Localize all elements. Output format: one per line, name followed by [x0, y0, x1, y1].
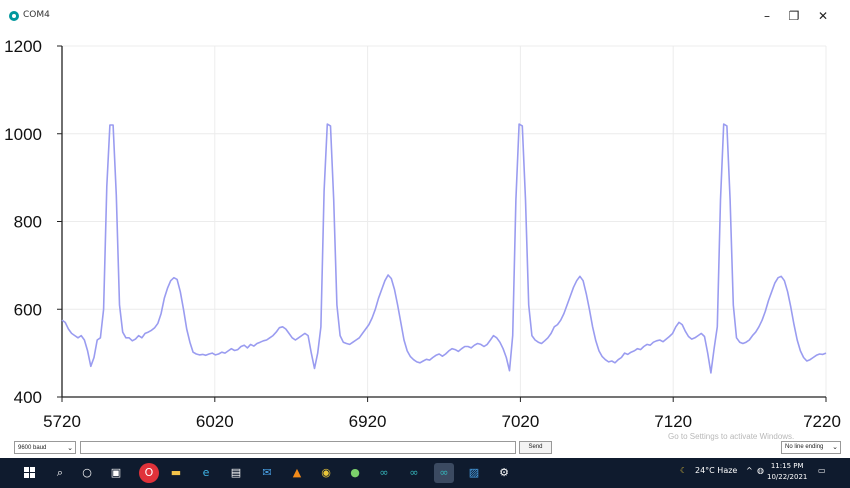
x-tick-label: 7120: [654, 412, 692, 431]
y-tick-label: 1200: [4, 37, 42, 56]
search-icon[interactable]: ⌕: [56, 466, 64, 479]
baud-rate-value: 9600 baud: [18, 445, 47, 451]
clock-time: 11:15 PM: [770, 462, 804, 470]
start-icon[interactable]: [24, 467, 36, 479]
line-ending-value: No line ending: [785, 444, 824, 450]
line-ending-select[interactable]: No line ending ⌄: [781, 441, 841, 454]
photos-icon[interactable]: ▨: [468, 466, 480, 479]
notifications-icon[interactable]: ▭: [818, 466, 826, 475]
x-tick-label: 7220: [803, 412, 841, 431]
windows-taskbar: ⌕ ○ ▣ O ▬ e ▤ ✉ ▲ ◉ ● ∞ ∞ ∞ ▨ ⚙ ☾ 24°C H…: [0, 458, 850, 488]
chart-grid: [62, 45, 827, 397]
store-icon[interactable]: ▤: [230, 466, 242, 479]
weather-icon[interactable]: ☾: [680, 466, 688, 475]
app-icon[interactable]: ●: [350, 466, 360, 479]
arduino-icon[interactable]: ∞: [409, 466, 419, 479]
x-tick-label: 5720: [43, 412, 81, 431]
serial-message-input[interactable]: [80, 441, 516, 454]
serial-plotter-chart: 400 600 800 1000 1200 5720 6020 6920 7020 7120 72…: [4, 37, 841, 431]
y-tick-label: 1000: [4, 125, 42, 144]
arduino-icon[interactable]: ∞: [434, 463, 454, 483]
file-explorer-icon[interactable]: ▬: [170, 466, 182, 479]
clock-date: 10/22/2021: [767, 473, 808, 481]
wifi-icon[interactable]: ◍: [757, 466, 764, 475]
restore-button[interactable]: ❐: [788, 9, 800, 23]
baud-rate-select[interactable]: 9600 baud ⌄: [14, 441, 76, 454]
arduino-icon[interactable]: ∞: [379, 466, 389, 479]
task-view-icon[interactable]: ▣: [110, 466, 122, 479]
close-button[interactable]: ✕: [817, 9, 829, 23]
minimize-button[interactable]: –: [764, 9, 770, 23]
title-bar: COM4 – ❐ ✕: [0, 0, 850, 32]
opera-icon[interactable]: O: [139, 463, 159, 483]
vlc-icon[interactable]: ▲: [292, 466, 302, 479]
system-clock[interactable]: 11:15 PM 10/22/2021: [767, 461, 807, 483]
y-tick-label: 800: [14, 213, 42, 232]
y-tick-label: 600: [14, 300, 42, 319]
edge-icon[interactable]: e: [202, 466, 210, 479]
ecg-series-line: [61, 123, 827, 374]
send-button[interactable]: Send: [519, 441, 552, 454]
arduino-app-icon: [9, 11, 19, 21]
x-tick-label: 6920: [349, 412, 387, 431]
chevron-down-icon: ⌄: [832, 444, 838, 451]
window-title: COM4: [23, 10, 50, 20]
cortana-icon[interactable]: ○: [82, 466, 92, 479]
settings-icon[interactable]: ⚙: [499, 466, 509, 479]
mail-icon[interactable]: ✉: [262, 466, 272, 479]
x-tick-label: 7020: [501, 412, 539, 431]
serial-controls: 9600 baud ⌄ Send Go to Settings to activ…: [0, 432, 850, 458]
y-tick-label: 400: [14, 388, 42, 407]
chevron-up-icon[interactable]: ^: [746, 466, 753, 475]
weather-label[interactable]: 24°C Haze: [695, 466, 738, 475]
windows-activation-watermark: Go to Settings to activate Windows.: [668, 432, 795, 441]
x-tick-label: 6020: [196, 412, 234, 431]
chrome-icon[interactable]: ◉: [321, 466, 331, 479]
chevron-down-icon: ⌄: [67, 445, 73, 452]
